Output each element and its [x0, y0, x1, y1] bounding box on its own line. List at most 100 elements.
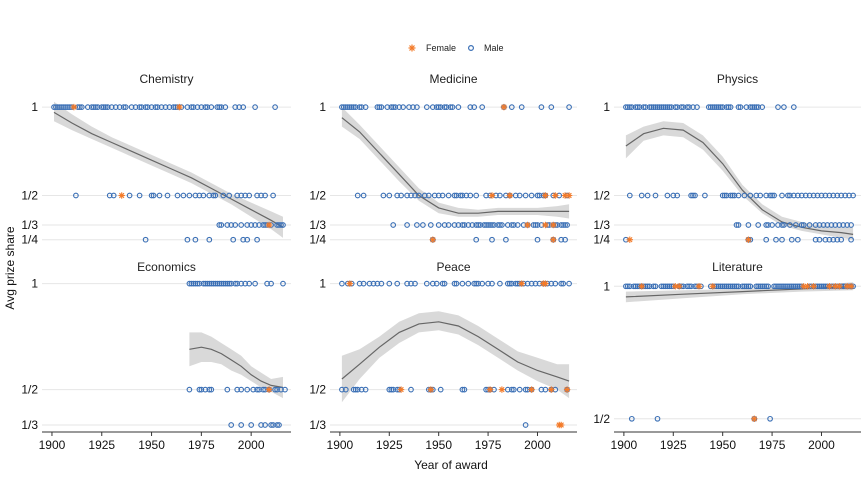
panel-title: Medicine	[429, 72, 477, 86]
male-point	[65, 104, 71, 110]
female-point	[626, 236, 633, 243]
female-point-stroke	[428, 386, 434, 393]
male-point	[412, 192, 418, 199]
male-point	[538, 104, 545, 110]
smooth-line	[625, 127, 854, 235]
male-point	[733, 222, 740, 228]
male-point	[188, 280, 195, 287]
male-point	[688, 192, 694, 199]
male-point	[445, 222, 452, 228]
male-point	[790, 104, 797, 110]
male-point	[390, 104, 397, 110]
male-point	[765, 222, 771, 228]
male-point	[824, 222, 831, 228]
male-point	[646, 283, 653, 290]
x-tick-label: 1925	[88, 438, 115, 452]
y-tick-label: 1	[31, 277, 38, 291]
male-point	[162, 104, 169, 110]
male-point	[394, 192, 401, 199]
male-point	[412, 280, 418, 287]
female-point-stroke	[810, 283, 817, 289]
female-point	[552, 192, 559, 199]
male-point	[632, 104, 639, 110]
panel-medicine: Medicine 1 1/2 1/31/4	[309, 72, 577, 247]
male-point	[370, 280, 377, 287]
male-point	[475, 222, 482, 228]
male-point	[256, 222, 262, 228]
male-point	[278, 386, 284, 393]
female-point-stroke	[801, 283, 807, 289]
female-point	[427, 386, 434, 393]
male-point	[406, 104, 412, 110]
y-tick-label: 1/4	[309, 233, 326, 247]
male-point	[404, 280, 410, 287]
male-point	[715, 283, 722, 290]
male-point	[126, 192, 133, 199]
male-point	[148, 192, 155, 199]
male-point	[733, 283, 740, 290]
male-point	[186, 192, 193, 199]
male-point	[792, 222, 799, 228]
male-point	[238, 192, 245, 199]
y-axis-title: Avg prize share	[3, 226, 17, 309]
male-point	[779, 192, 785, 199]
male-point	[420, 222, 426, 228]
female-point-stroke	[844, 283, 850, 289]
male-point	[262, 192, 268, 199]
male-point	[485, 222, 491, 228]
male-point	[672, 104, 679, 110]
female-point-stroke	[745, 237, 752, 243]
male-point	[664, 192, 671, 199]
male-point	[378, 104, 385, 110]
male-point	[483, 222, 489, 228]
male-point	[416, 192, 422, 199]
male-point	[528, 280, 535, 287]
male-point	[684, 283, 690, 290]
male-point	[396, 104, 403, 110]
female-point-stroke	[487, 386, 493, 393]
male-point	[210, 280, 217, 287]
male-point	[404, 222, 410, 228]
female-point	[563, 386, 571, 393]
male-point	[686, 104, 692, 110]
male-point	[465, 222, 472, 228]
male-point	[806, 222, 813, 228]
male-point	[455, 222, 462, 228]
male-point	[461, 222, 468, 228]
female-point-stroke	[562, 192, 568, 199]
male-point	[342, 386, 349, 393]
male-point	[184, 104, 191, 110]
male-point	[749, 104, 756, 110]
male-point	[250, 386, 257, 393]
male-point	[339, 386, 345, 393]
male-point	[737, 104, 744, 110]
male-point	[214, 280, 221, 287]
male-point	[212, 192, 219, 199]
male-point	[445, 192, 452, 199]
male-point	[431, 192, 438, 199]
male-point	[481, 222, 487, 228]
male-point	[339, 104, 345, 110]
male-point	[692, 192, 698, 199]
male-point	[767, 415, 773, 422]
male-point	[471, 104, 478, 110]
male-point	[358, 386, 365, 393]
male-point	[280, 222, 286, 228]
male-point	[84, 104, 91, 110]
y-tick-label: 1	[31, 100, 38, 114]
male-point	[769, 192, 775, 199]
male-point	[729, 283, 736, 290]
male-point	[792, 283, 799, 290]
male-point	[254, 236, 260, 243]
male-point	[362, 104, 369, 110]
male-point	[820, 283, 827, 290]
female-point	[265, 221, 273, 229]
male-point	[184, 236, 191, 243]
y-tick-label: 1	[319, 277, 326, 291]
female-point-stroke	[499, 386, 505, 393]
male-point	[216, 104, 223, 110]
male-point	[192, 280, 199, 287]
male-point	[644, 283, 651, 290]
